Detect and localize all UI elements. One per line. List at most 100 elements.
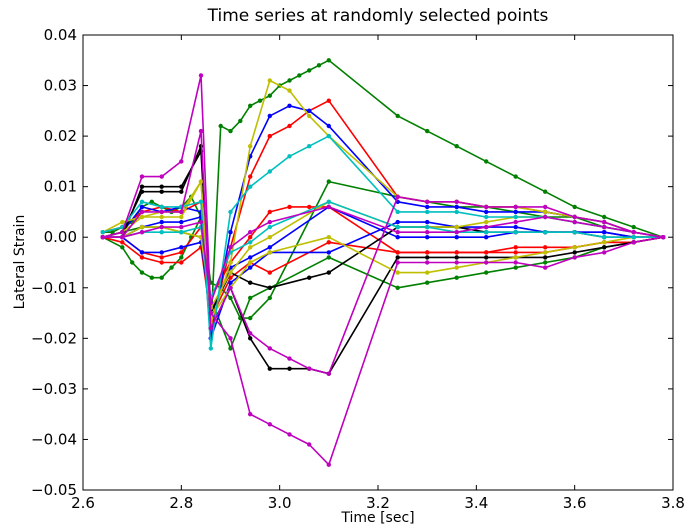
data-point <box>326 371 331 376</box>
data-point <box>572 250 577 255</box>
series-10 <box>100 144 666 316</box>
data-point <box>572 219 577 225</box>
data-point <box>484 250 489 255</box>
data-point <box>208 346 213 351</box>
data-point <box>484 270 489 275</box>
series-16 <box>100 73 666 467</box>
data-point <box>454 209 459 215</box>
data-point <box>602 219 607 225</box>
data-point <box>248 265 253 270</box>
data-point <box>257 98 263 103</box>
data-point <box>425 250 430 255</box>
data-point <box>120 235 125 240</box>
data-point <box>484 224 489 230</box>
data-point <box>326 270 331 275</box>
data-point <box>631 230 636 235</box>
data-point <box>513 245 518 250</box>
data-point <box>326 179 331 184</box>
data-point <box>267 93 272 98</box>
data-point <box>513 224 518 230</box>
data-point <box>248 280 253 285</box>
data-point <box>513 219 518 225</box>
data-point <box>602 250 607 255</box>
data-point <box>248 103 253 109</box>
data-point <box>267 113 272 119</box>
data-point <box>198 199 204 204</box>
data-point <box>248 245 253 250</box>
series-18 <box>100 204 666 306</box>
data-point <box>100 230 105 235</box>
y-tick-label: −0.05 <box>31 481 77 499</box>
data-point <box>139 250 145 255</box>
data-point <box>395 113 400 119</box>
data-point <box>208 326 213 331</box>
data-point <box>267 346 272 351</box>
data-point <box>425 255 430 260</box>
data-point <box>159 189 164 194</box>
series-layer <box>100 58 666 467</box>
series-line <box>102 145 664 314</box>
data-point <box>139 255 145 260</box>
x-tick-label: 3.0 <box>268 494 292 512</box>
data-point <box>267 209 272 215</box>
data-point <box>169 265 174 270</box>
data-point <box>267 270 272 275</box>
data-point <box>602 224 607 230</box>
series-2 <box>100 224 666 351</box>
data-point <box>326 240 331 245</box>
data-point <box>307 442 312 447</box>
data-point <box>248 412 253 417</box>
data-point <box>543 209 548 215</box>
data-point <box>543 265 548 270</box>
data-point <box>139 199 145 204</box>
data-point <box>120 245 125 250</box>
data-point <box>395 194 400 199</box>
x-axis-title: Time [sec] <box>340 510 414 526</box>
data-point <box>307 204 312 210</box>
data-point <box>513 204 518 210</box>
y-tick-label: −0.04 <box>31 430 77 448</box>
data-point <box>267 78 272 83</box>
data-point <box>198 179 204 184</box>
y-tick-label: 0.04 <box>44 26 77 44</box>
data-point <box>248 295 253 301</box>
data-point <box>179 260 184 265</box>
data-point <box>248 235 253 240</box>
data-point <box>149 199 154 204</box>
data-point <box>602 230 607 235</box>
data-point <box>179 245 184 250</box>
data-point <box>179 189 184 194</box>
data-point <box>238 118 243 124</box>
data-point <box>425 235 430 240</box>
data-point <box>543 250 548 255</box>
data-point <box>159 214 164 220</box>
data-point <box>572 230 577 235</box>
data-point <box>454 204 459 210</box>
series-17 <box>100 128 666 376</box>
data-point <box>543 214 548 220</box>
data-point <box>179 159 184 164</box>
data-point <box>395 230 400 235</box>
data-point <box>248 144 253 149</box>
data-point <box>602 240 607 245</box>
data-point <box>326 123 331 129</box>
data-point <box>179 224 184 230</box>
data-point <box>425 280 430 285</box>
data-point <box>326 255 331 260</box>
data-point <box>139 214 145 220</box>
data-point <box>267 422 272 427</box>
data-point <box>228 128 233 134</box>
data-point <box>179 250 184 255</box>
data-point <box>267 295 272 301</box>
data-point <box>543 204 548 210</box>
data-point <box>425 230 430 235</box>
data-point <box>454 230 459 235</box>
y-tick-label: −0.01 <box>31 279 77 297</box>
data-point <box>454 235 459 240</box>
data-point <box>267 133 272 139</box>
data-point <box>572 245 577 250</box>
data-point <box>425 224 430 230</box>
data-point <box>198 219 204 225</box>
data-point <box>139 204 145 210</box>
